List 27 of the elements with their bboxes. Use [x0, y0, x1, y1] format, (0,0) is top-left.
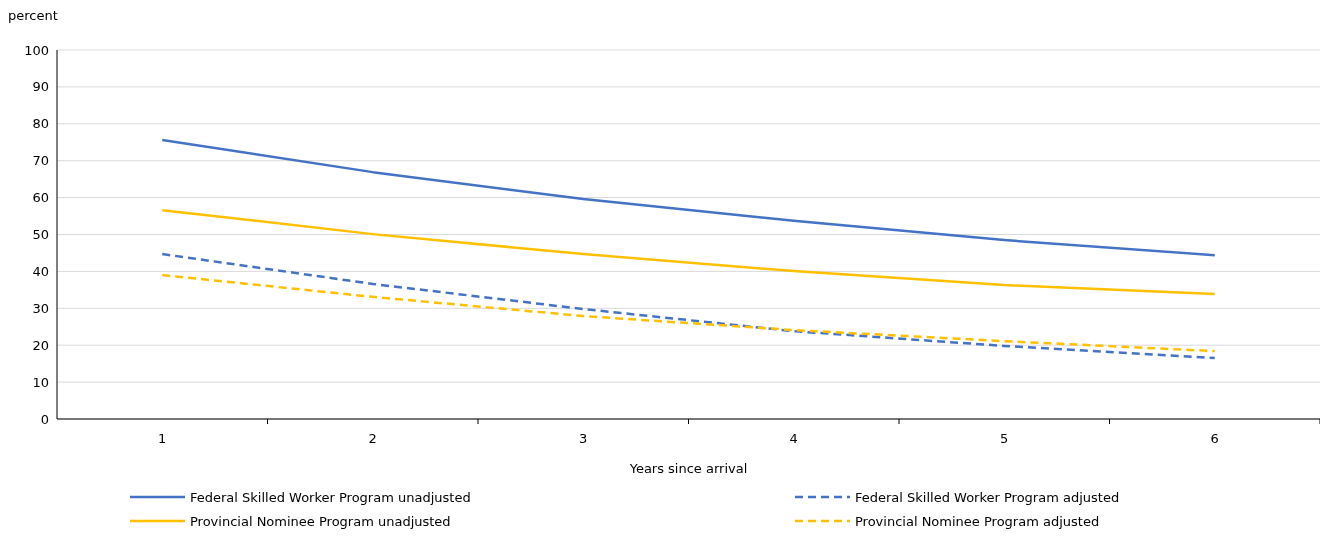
x-tick-label: 2: [368, 431, 377, 446]
x-tick-label: 5: [1000, 431, 1009, 446]
line-series: [161, 273, 1216, 353]
legend-label: Provincial Nominee Program unadjusted: [190, 513, 451, 529]
x-tick-label: 3: [579, 431, 588, 446]
y-tick-label: 80: [32, 116, 49, 132]
y-tick-label: 90: [32, 79, 49, 95]
line-series: [161, 208, 1216, 296]
line-series: [161, 252, 1216, 360]
x-tick-label: 4: [789, 431, 798, 446]
line-series: [161, 138, 1216, 257]
y-axis-title: percent: [8, 8, 58, 23]
y-tick-label: 10: [32, 374, 49, 390]
x-axis-title: Years since arrival: [628, 461, 748, 476]
y-tick-label: 60: [32, 190, 49, 206]
y-tick-label: 70: [32, 153, 49, 169]
y-tick-label: 50: [32, 227, 49, 243]
x-tick-label: 1: [158, 431, 167, 446]
y-tick-label: 20: [32, 337, 49, 353]
y-tick-label: 100: [24, 42, 49, 58]
legend-label: Federal Skilled Worker Program adjusted: [855, 489, 1120, 505]
y-tick-label: 0: [40, 411, 49, 427]
y-tick-label: 40: [32, 263, 49, 279]
legend-label: Federal Skilled Worker Program unadjusted: [190, 489, 471, 505]
x-tick-label: 6: [1210, 431, 1219, 446]
y-tick-label: 30: [32, 300, 49, 316]
legend-label: Provincial Nominee Program adjusted: [855, 513, 1100, 529]
